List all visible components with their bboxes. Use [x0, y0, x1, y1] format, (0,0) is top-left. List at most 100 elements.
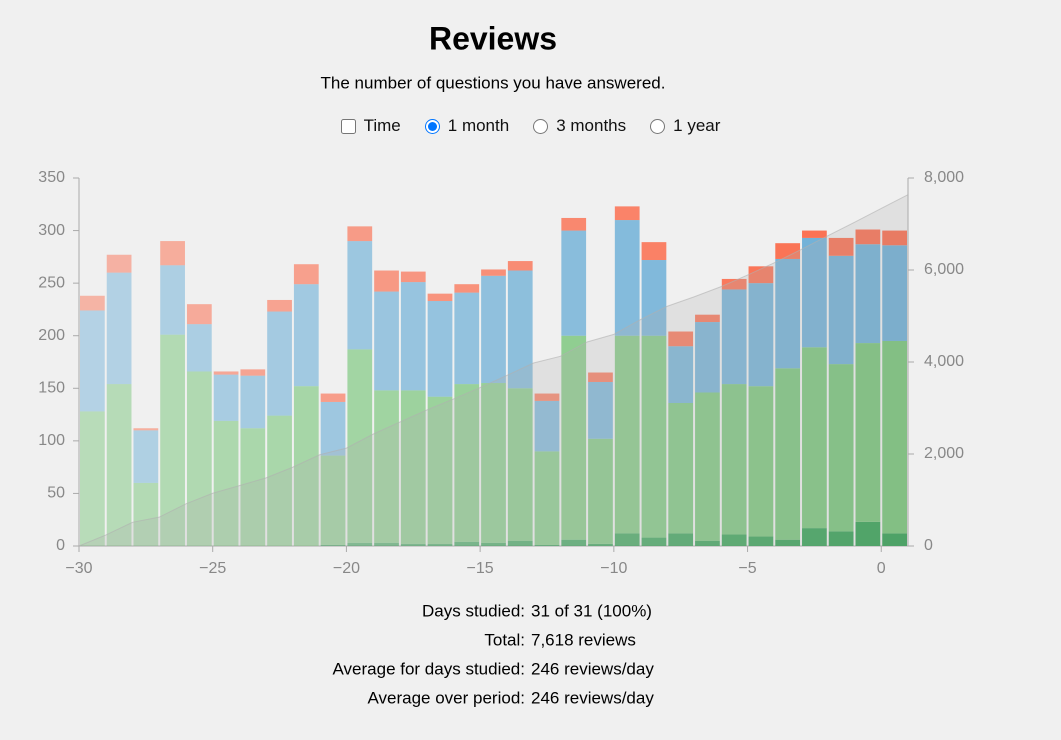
bar-segment	[855, 343, 881, 522]
bar-segment	[882, 245, 907, 341]
bar-segment	[802, 347, 827, 529]
bar-segment	[775, 539, 801, 546]
bar-segment	[668, 331, 694, 347]
bar-segment	[347, 349, 373, 543]
control-option[interactable]: 3 months	[533, 116, 626, 136]
y-tick-label: 350	[38, 169, 65, 186]
bar-segment	[293, 264, 319, 285]
bar-segment	[240, 375, 266, 429]
control-option[interactable]: 1 month	[424, 116, 510, 136]
bar-segment	[534, 544, 560, 546]
bar-segment	[80, 295, 105, 311]
bar-segment	[748, 536, 774, 546]
bar-segment	[106, 384, 132, 546]
control-option[interactable]: 1 year	[650, 116, 720, 136]
bar-segment	[748, 266, 774, 284]
bar-segment	[802, 230, 827, 238]
chart-title: Reviews	[429, 20, 557, 56]
bar-segment	[133, 428, 159, 431]
chart-subtitle: The number of questions you have answere…	[321, 73, 666, 92]
bar-segment	[668, 346, 694, 404]
bar-segment	[828, 531, 854, 546]
cumulative-area	[79, 194, 908, 547]
bar-segment	[802, 237, 827, 348]
bar-segment	[481, 269, 506, 276]
bar-segment	[695, 540, 720, 546]
x-tick-label: −30	[65, 560, 92, 577]
bar-segment	[293, 386, 319, 546]
bar-segment	[802, 528, 827, 546]
bar-segment	[80, 411, 105, 546]
stat-label: Average over period:	[367, 688, 525, 707]
bar-segment	[775, 258, 801, 369]
y-tick-label: 100	[38, 432, 65, 449]
checkbox[interactable]	[340, 118, 356, 134]
bar-segment	[427, 301, 453, 397]
bar-segment	[561, 230, 587, 336]
bar-segment	[561, 539, 587, 546]
control-option[interactable]: Time	[340, 116, 401, 136]
stat-label: Days studied:	[422, 601, 525, 620]
bar-segment	[668, 533, 694, 546]
bar-segment	[347, 542, 373, 546]
bar-segment	[882, 340, 907, 534]
bar-segment	[855, 244, 881, 344]
bar-segment	[668, 403, 694, 534]
x-tick-label: −25	[199, 560, 226, 577]
radio[interactable]	[424, 118, 440, 134]
stat-label: Total:	[484, 630, 525, 649]
bar-segment	[80, 310, 105, 412]
bar-segment	[828, 255, 854, 365]
bar-segment	[748, 386, 774, 537]
control-label: 1 month	[447, 116, 510, 135]
bar-segment	[507, 540, 533, 546]
bar-segment	[721, 278, 747, 290]
bar-segment	[240, 428, 266, 546]
x-tick-label: −10	[600, 560, 627, 577]
bar-segment	[534, 451, 560, 545]
bar-segment	[721, 384, 747, 535]
bar-segment	[614, 533, 640, 546]
y-tick-label: 150	[38, 380, 65, 397]
bar-segment	[320, 401, 346, 456]
bar-segment	[481, 542, 506, 546]
y2-tick-label: 8,000	[924, 169, 964, 186]
bar-segment	[374, 291, 399, 391]
bar-segment	[454, 541, 480, 546]
bar-segment	[588, 438, 613, 544]
bar-segment	[588, 543, 613, 546]
stat-value: 7,618 reviews	[531, 630, 636, 649]
bar-segment	[507, 388, 533, 541]
y-tick-label: 300	[38, 222, 65, 239]
bar-segment	[721, 289, 747, 385]
bar-segment	[561, 217, 587, 231]
radio[interactable]	[533, 118, 549, 134]
bar-segment	[347, 241, 373, 350]
bar-segment	[400, 271, 426, 283]
bar-segment	[561, 335, 587, 540]
bar-segment	[481, 275, 506, 384]
bar-segment	[133, 430, 159, 483]
bar-segment	[213, 420, 239, 546]
bar-segment	[240, 369, 266, 376]
x-tick-label: −20	[333, 560, 360, 577]
bar-segment	[400, 282, 426, 391]
bar-segment	[534, 400, 560, 452]
radio[interactable]	[650, 118, 666, 134]
bar-segment	[641, 335, 667, 538]
bar-segment	[695, 392, 720, 541]
bar-segment	[374, 390, 399, 543]
bar-segment	[855, 229, 881, 245]
bar-segment	[454, 384, 480, 542]
bar-segment	[267, 299, 292, 312]
y-tick-label: 50	[47, 485, 65, 502]
bar-segment	[882, 533, 907, 546]
bar-segment	[775, 368, 801, 540]
bar-segment	[213, 374, 239, 421]
y2-tick-label: 4,000	[924, 353, 964, 370]
bar-segment	[828, 237, 854, 256]
bar-segment	[454, 284, 480, 293]
bar-segment	[320, 455, 346, 545]
bar-segment	[614, 206, 640, 221]
bar-segment	[160, 265, 185, 335]
